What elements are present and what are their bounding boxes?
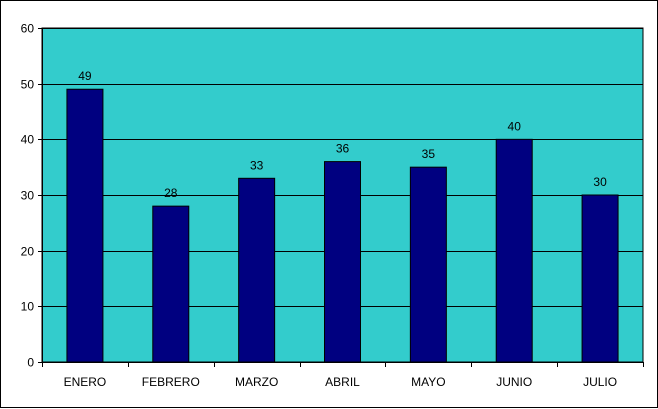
bar-junio (495, 138, 533, 363)
x-tick-label-marzo: MARZO (235, 375, 278, 389)
x-tick-label-mayo: MAYO (411, 375, 445, 389)
y-axis-ticks: 0 10 20 30 40 50 60 (21, 22, 42, 370)
x-tick-label-julio: JULIO (583, 375, 617, 389)
x-axis-ticks: ENERO FEBRERO MARZO ABRIL MAYO JUNIO JULIO (42, 362, 644, 389)
data-label-marzo: 33 (250, 158, 264, 172)
data-label-junio: 40 (508, 119, 522, 133)
data-labels: 49 28 33 36 35 40 30 (78, 69, 607, 200)
bar-enero (66, 88, 104, 363)
bar-marzo (238, 177, 276, 363)
y-tick-label-20: 20 (21, 245, 35, 259)
bar-febrero (152, 205, 190, 363)
bar-mayo (409, 166, 447, 363)
x-tick-label-abril: ABRIL (325, 375, 360, 389)
bar-abril (324, 161, 361, 363)
y-tick-label-10: 10 (21, 300, 35, 314)
data-label-enero: 49 (78, 69, 92, 83)
x-tick-label-junio: JUNIO (496, 375, 532, 389)
y-tick-label-40: 40 (21, 133, 35, 147)
x-tick-label-febrero: FEBRERO (142, 375, 200, 389)
y-tick-label-30: 30 (21, 189, 35, 203)
y-tick-label-0: 0 (27, 356, 34, 370)
y-tick-label-60: 60 (21, 22, 35, 36)
data-label-mayo: 35 (422, 147, 436, 161)
gridlines (42, 28, 643, 307)
data-label-julio: 30 (593, 175, 607, 189)
data-label-febrero: 28 (164, 186, 178, 200)
y-tick-label-50: 50 (21, 78, 35, 92)
bars (66, 88, 619, 363)
axes (42, 28, 643, 363)
bar-julio (581, 194, 619, 363)
data-label-abril: 36 (336, 142, 350, 156)
x-tick-label-enero: ENERO (64, 375, 107, 389)
